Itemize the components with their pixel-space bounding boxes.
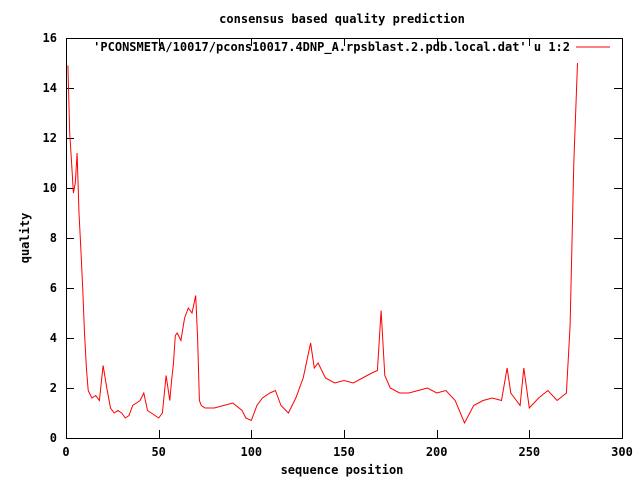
- y-axis-label: quality: [18, 213, 32, 264]
- y-tick-label: 2: [50, 381, 57, 395]
- x-tick-label: 250: [518, 445, 540, 459]
- series-line-quality: [67, 62, 578, 425]
- y-tick-label: 10: [43, 181, 57, 195]
- x-tick-label: 200: [426, 445, 448, 459]
- y-tick-label: 14: [43, 81, 57, 95]
- x-tick-label: 0: [62, 445, 69, 459]
- y-axis-ticks: 0 2 4 6 8 10 12 14 16: [43, 31, 622, 445]
- chart-title: consensus based quality prediction: [219, 12, 465, 26]
- x-tick-label: 300: [611, 445, 633, 459]
- y-tick-label: 8: [50, 231, 57, 245]
- y-tick-label: 12: [43, 131, 57, 145]
- y-tick-label: 0: [50, 431, 57, 445]
- y-tick-label: 6: [50, 281, 57, 295]
- legend: 'PCONSMETA/10017/pcons10017.4DNP_A.rpsbl…: [93, 40, 610, 55]
- y-tick-label: 4: [50, 331, 57, 345]
- legend-label: 'PCONSMETA/10017/pcons10017.4DNP_A.rpsbl…: [93, 40, 570, 55]
- x-tick-label: 100: [240, 445, 262, 459]
- x-tick-label: 150: [333, 445, 355, 459]
- x-tick-label: 50: [151, 445, 165, 459]
- y-tick-label: 16: [43, 31, 57, 45]
- x-axis-label: sequence position: [281, 463, 404, 477]
- plot-frame: [66, 38, 623, 439]
- x-axis-ticks: 0 50 100 150 200 250 300: [62, 38, 633, 459]
